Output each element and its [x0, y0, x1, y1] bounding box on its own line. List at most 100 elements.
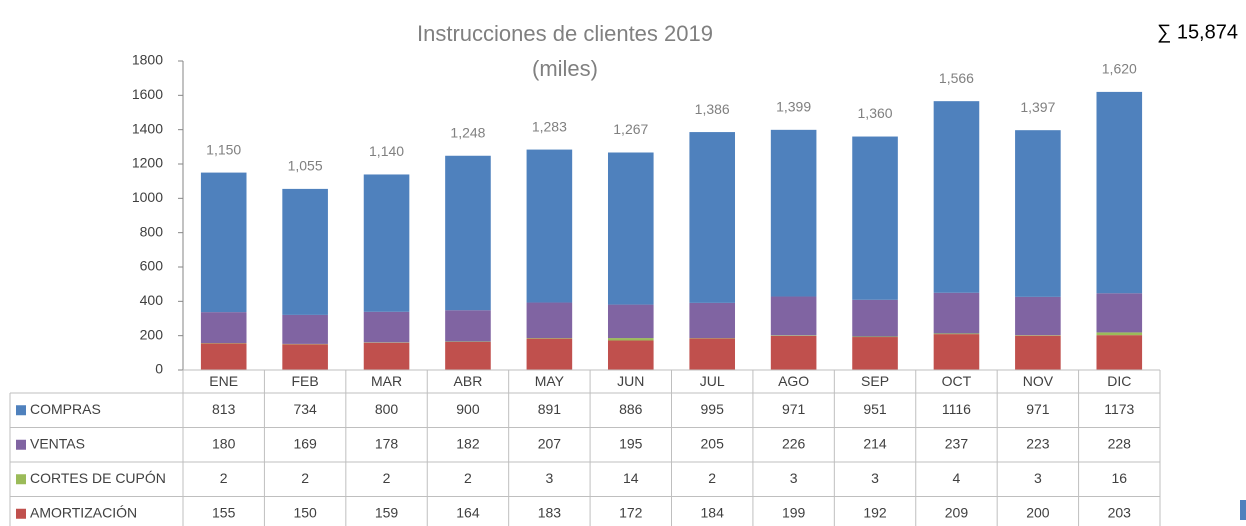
bar-segment	[445, 155, 491, 311]
table-cell: 178	[375, 435, 399, 451]
bar-segment	[200, 343, 247, 370]
bar-segment	[1096, 91, 1143, 294]
table-cell: 14	[623, 470, 639, 486]
table-cell: 200	[1026, 504, 1050, 520]
table-cell: 184	[701, 504, 725, 520]
total-label: 1,267	[613, 121, 648, 137]
table-cell: 891	[538, 401, 562, 417]
table-cell: 951	[863, 401, 887, 417]
x-tick-label: OCT	[942, 373, 972, 389]
y-tick-label: 800	[140, 223, 164, 239]
bar-segment	[526, 302, 573, 339]
table-cell: 155	[212, 504, 236, 520]
table-cell: 2	[708, 470, 716, 486]
y-tick-label: 0	[155, 361, 163, 377]
total-label: 1,397	[1020, 99, 1055, 115]
table-cell: 203	[1108, 504, 1132, 520]
total-label: 1,140	[369, 143, 404, 159]
table-cell: 228	[1108, 435, 1132, 451]
decoration	[1240, 500, 1246, 520]
bar-segment	[607, 152, 654, 305]
total-label: 1,386	[695, 101, 730, 117]
bar-segment	[770, 335, 817, 336]
table-cell: 734	[293, 401, 317, 417]
legend-label: VENTAS	[30, 435, 85, 451]
table-cell: 237	[945, 435, 969, 451]
y-tick-label: 1200	[132, 155, 163, 171]
table-cell: 183	[538, 504, 562, 520]
bar-segment	[526, 338, 573, 370]
table-cell: 150	[293, 504, 317, 520]
bar-segment	[852, 337, 898, 370]
x-tick-label: NOV	[1023, 373, 1054, 389]
x-tick-label: MAY	[535, 373, 565, 389]
table-cell: 886	[619, 401, 643, 417]
bar-segment	[445, 310, 491, 342]
bar-segment	[689, 132, 736, 303]
table-cell: 2	[383, 470, 391, 486]
table-cell: 223	[1026, 435, 1050, 451]
bar-segment	[1015, 335, 1061, 370]
bar-segment	[933, 333, 980, 335]
table-cell: 3	[790, 470, 798, 486]
y-tick-label: 1800	[132, 52, 163, 68]
bar-segment	[852, 336, 898, 338]
y-tick-label: 600	[140, 258, 164, 274]
sum-annotation: ∑ 15,874	[1157, 21, 1238, 43]
table-cell: 3	[545, 470, 553, 486]
table-cell: 195	[619, 435, 643, 451]
table-cell: 169	[293, 435, 317, 451]
bar-segment	[363, 311, 410, 343]
y-tick-label: 400	[140, 292, 164, 308]
table-cell: 4	[953, 470, 961, 486]
bar-segment	[1096, 293, 1143, 333]
table-cell: 3	[871, 470, 879, 486]
bar-segment	[363, 174, 410, 312]
bar-segment	[607, 304, 654, 339]
table-cell: 214	[863, 435, 887, 451]
table-cell: 1173	[1104, 401, 1134, 417]
legend-label: AMORTIZACIÓN	[30, 504, 137, 520]
table-cell: 2	[464, 470, 472, 486]
bar-segment	[852, 299, 898, 337]
table-cell: 900	[456, 401, 480, 417]
total-label: 1,620	[1102, 61, 1137, 77]
bar-segment	[770, 129, 817, 297]
table-cell: 164	[456, 504, 480, 520]
bar-segment	[689, 302, 736, 339]
table-cell: 180	[212, 435, 236, 451]
legend-swatch	[16, 474, 26, 485]
bar-segment	[607, 338, 654, 341]
table-cell: 971	[782, 401, 806, 417]
table-cell: 1116	[942, 401, 971, 417]
legend-label: CORTES DE CUPÓN	[30, 470, 166, 486]
total-label: 1,150	[206, 141, 241, 157]
bar-segment	[770, 296, 817, 336]
y-tick-label: 1000	[132, 189, 163, 205]
x-tick-label: DIC	[1107, 373, 1131, 389]
x-tick-label: ENE	[209, 373, 238, 389]
table-cell: 182	[456, 435, 480, 451]
table-cell: 199	[782, 504, 806, 520]
y-tick-label: 200	[140, 326, 164, 342]
table-cell: 226	[782, 435, 806, 451]
table-cell: 2	[220, 470, 228, 486]
y-tick-label: 1600	[132, 86, 163, 102]
table-cell: 3	[1034, 470, 1042, 486]
bar-segment	[363, 342, 410, 370]
bar-segment	[689, 338, 736, 370]
bar-segment	[282, 188, 328, 315]
bar-segment	[1015, 335, 1061, 336]
x-tick-label: ABR	[454, 373, 483, 389]
table-cell: 971	[1026, 401, 1050, 417]
bar-segment	[933, 334, 980, 370]
bar-segment	[770, 335, 817, 370]
legend-swatch	[16, 439, 26, 450]
bar-segment	[445, 341, 491, 370]
total-label: 1,566	[939, 70, 974, 86]
table-cell: 209	[945, 504, 969, 520]
bar-segment	[526, 149, 573, 303]
bar-segment	[607, 340, 654, 370]
table-cell: 172	[619, 504, 643, 520]
bar-segment	[1015, 296, 1061, 336]
